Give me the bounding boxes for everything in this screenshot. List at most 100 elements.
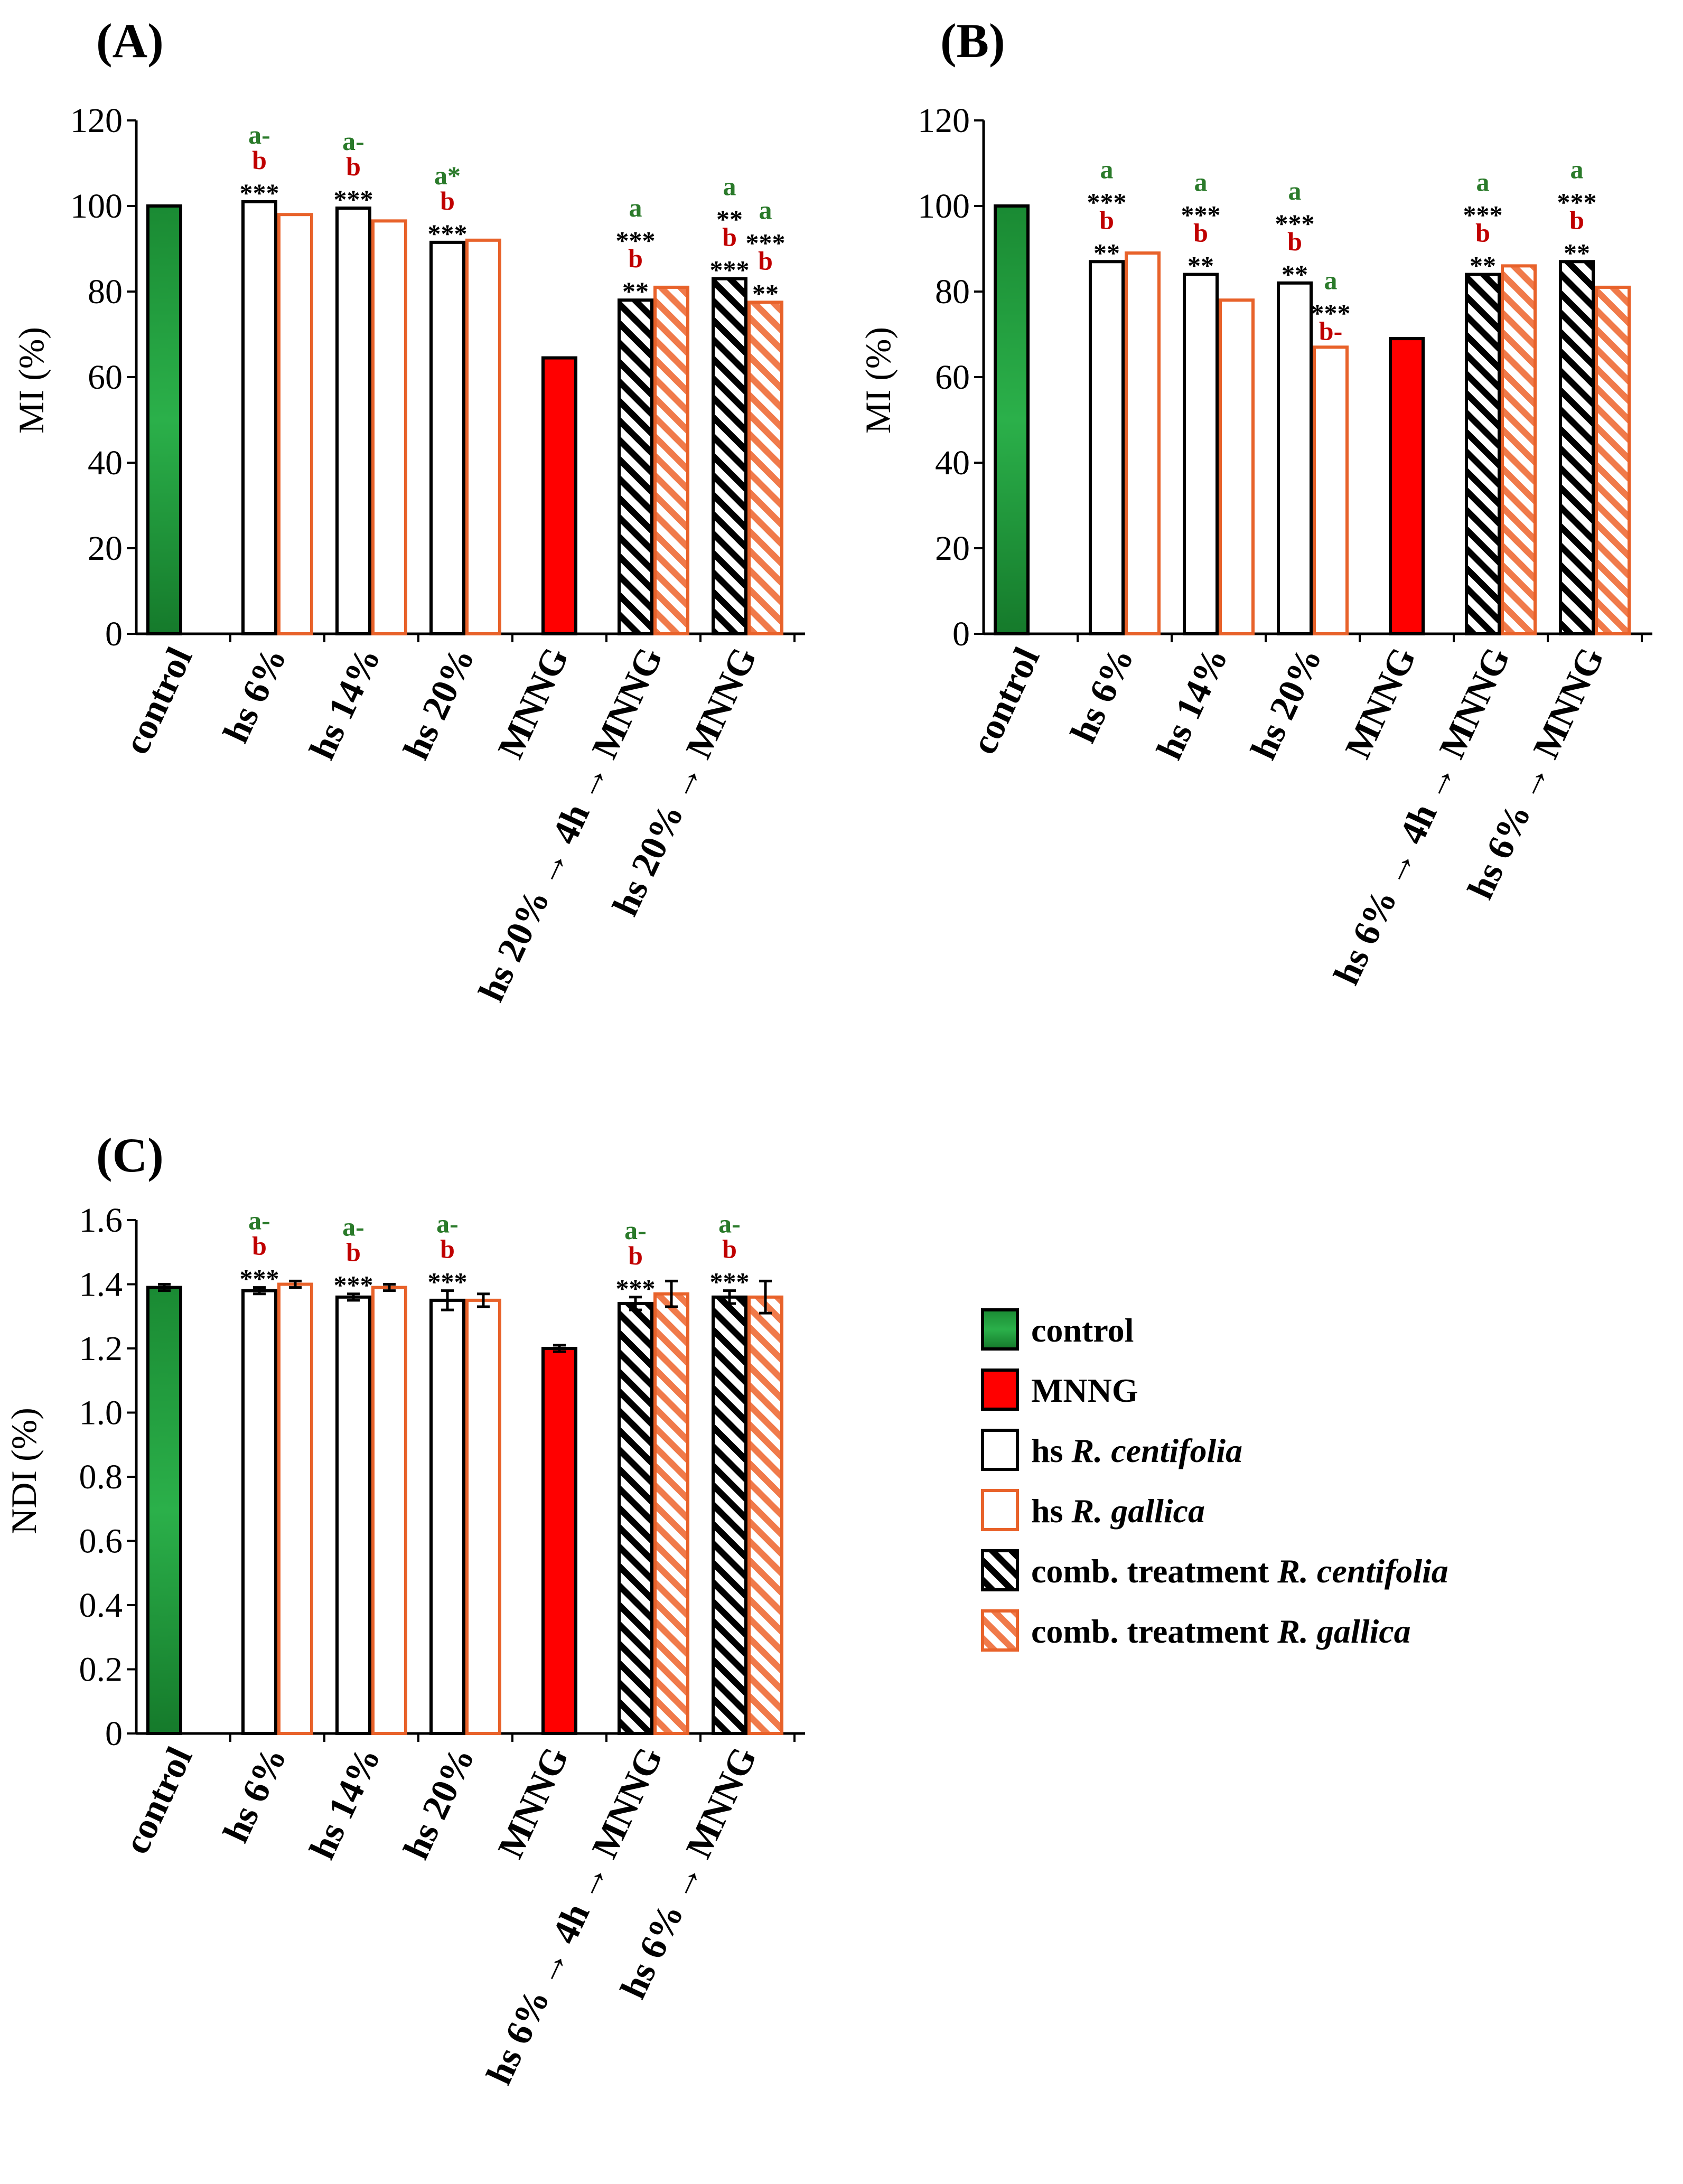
y-tick-label: 0.6 bbox=[79, 1522, 123, 1561]
significance-label: *** bbox=[240, 178, 279, 208]
significance-label: b bbox=[628, 1241, 643, 1270]
significance-label: *** bbox=[428, 1267, 467, 1297]
x-category-label: hs 6% bbox=[216, 641, 295, 749]
significance-label: ** bbox=[1093, 238, 1120, 267]
bar-comb_centifolia bbox=[618, 298, 653, 635]
bar-control bbox=[994, 204, 1030, 635]
bar-hs_centifolia bbox=[1089, 260, 1125, 635]
x-category-label: MNNG bbox=[490, 641, 576, 764]
y-tick-label: 20 bbox=[935, 529, 970, 568]
panel-b-plot: 0 20 40 60 80 100 120 control hs 6% hs 14% hs 20% M… bbox=[918, 101, 1652, 991]
legend-label: hs R. centifolia bbox=[1031, 1432, 1242, 1469]
significance-label: ** bbox=[1470, 251, 1496, 280]
significance-label: *** bbox=[428, 219, 467, 248]
significance-label: *** bbox=[1275, 209, 1315, 238]
significance-label: *** bbox=[616, 1273, 656, 1303]
panel-c: (C) NDI (%) 0 0.2 0.4 0.6 0.8 1.0 1.2 1.4 1.6 con… bbox=[4, 1128, 805, 2091]
bar-hs_centifolia bbox=[1277, 281, 1313, 635]
bar-hs_gallica bbox=[1313, 345, 1349, 635]
significance-label: b bbox=[1099, 205, 1114, 235]
x-category-label: MNNG bbox=[490, 1741, 576, 1864]
y-tick-label: 60 bbox=[88, 358, 123, 397]
y-tick-label: 0 bbox=[952, 615, 970, 653]
bar-control bbox=[146, 204, 182, 635]
significance-label: b bbox=[722, 222, 737, 252]
bar-control bbox=[146, 1286, 182, 1735]
y-tick-label: 60 bbox=[935, 358, 970, 397]
bar-hs_gallica bbox=[465, 1298, 501, 1735]
legend-label: control bbox=[1031, 1311, 1134, 1349]
panel-a-ylabel: MI (%) bbox=[11, 327, 51, 434]
significance-label: a bbox=[1194, 167, 1208, 197]
y-tick-label: 100 bbox=[70, 187, 123, 226]
legend-label-text: hs bbox=[1031, 1432, 1072, 1469]
x-category-label: control bbox=[964, 641, 1048, 760]
legend-label-text: comb. treatment bbox=[1031, 1552, 1277, 1590]
y-tick-label: 20 bbox=[88, 529, 123, 568]
legend-label: comb. treatment R. centifolia bbox=[1031, 1552, 1448, 1590]
legend-swatch-comb_gallica bbox=[981, 1609, 1019, 1652]
legend: control MNNG hs R. centifolia hs R. gallica… bbox=[981, 1308, 1448, 1652]
bar-hs_centifolia bbox=[1183, 273, 1219, 635]
significance-label: ** bbox=[622, 276, 649, 306]
y-tick-label: 1.4 bbox=[79, 1266, 123, 1304]
x-category-label: hs 14% bbox=[1149, 641, 1236, 765]
significance-label: ** bbox=[1188, 251, 1214, 280]
significance-label: a bbox=[1476, 167, 1490, 197]
bar-comb_centifolia bbox=[1465, 273, 1501, 635]
significance-label: b bbox=[628, 243, 643, 273]
significance-label: a* bbox=[434, 161, 461, 190]
significance-label: b bbox=[346, 1238, 361, 1267]
significance-label: a- bbox=[624, 1215, 647, 1245]
significance-label: b bbox=[440, 186, 455, 215]
bar-comb_centifolia bbox=[712, 277, 747, 635]
significance-label: b bbox=[758, 246, 773, 275]
panel-a-plot: 0 20 40 60 80 100 120 control hs 6% hs 14% hs 20% M… bbox=[70, 101, 805, 1008]
significance-label: *** bbox=[1181, 200, 1221, 230]
bar-comb_gallica bbox=[747, 301, 783, 635]
significance-label: b bbox=[252, 1231, 267, 1261]
y-tick-label: 0.2 bbox=[79, 1651, 123, 1689]
bar-comb_gallica bbox=[1501, 264, 1537, 635]
panel-a-label: (A) bbox=[96, 14, 164, 68]
bar-hs_centifolia bbox=[429, 240, 465, 636]
error-bar bbox=[347, 1292, 360, 1302]
significance-label: a- bbox=[342, 126, 364, 156]
error-bar bbox=[158, 1283, 171, 1292]
significance-label: ** bbox=[1564, 238, 1590, 267]
legend-label: hs R. gallica bbox=[1031, 1492, 1205, 1530]
significance-label: b bbox=[252, 145, 267, 175]
panel-c-ylabel: NDI (%) bbox=[4, 1408, 44, 1534]
panel-b-ylabel: MI (%) bbox=[858, 327, 898, 434]
significance-label: *** bbox=[1557, 187, 1597, 217]
significance-label: ** bbox=[1282, 259, 1308, 289]
bar-comb_gallica bbox=[653, 285, 689, 635]
significance-label: a bbox=[759, 195, 772, 224]
x-category-label: hs 6% bbox=[216, 1741, 295, 1849]
significance-label: *** bbox=[710, 1267, 750, 1297]
bar-comb_centifolia bbox=[1559, 260, 1595, 635]
bar-mnng bbox=[541, 1347, 577, 1735]
x-category-label: control bbox=[116, 1741, 201, 1860]
x-category-label: hs 6% → 4h → MNNG bbox=[1326, 641, 1518, 991]
significance-label: a- bbox=[718, 1209, 741, 1239]
legend-swatch-hs_gallica bbox=[981, 1489, 1019, 1531]
x-category-label: hs 14% bbox=[302, 641, 388, 765]
significance-label: a bbox=[723, 172, 736, 201]
bar-comb_gallica bbox=[1595, 285, 1631, 635]
bar-comb_centifolia bbox=[712, 1295, 747, 1736]
error-bar bbox=[477, 1292, 490, 1308]
legend-label-text: MNNG bbox=[1031, 1372, 1138, 1409]
bar-comb_centifolia bbox=[618, 1301, 653, 1735]
bar-hs_centifolia bbox=[241, 200, 277, 635]
x-category-label: hs 20% → 4h → MNNG bbox=[471, 641, 671, 1007]
y-tick-label: 100 bbox=[918, 187, 970, 226]
legend-swatch-hs_centifolia bbox=[981, 1429, 1019, 1471]
bar-comb_gallica bbox=[747, 1295, 783, 1736]
error-bar bbox=[629, 1296, 642, 1311]
significance-label: a bbox=[1100, 154, 1114, 184]
x-category-label: hs 20% bbox=[1243, 641, 1330, 765]
significance-label: b bbox=[346, 152, 361, 181]
